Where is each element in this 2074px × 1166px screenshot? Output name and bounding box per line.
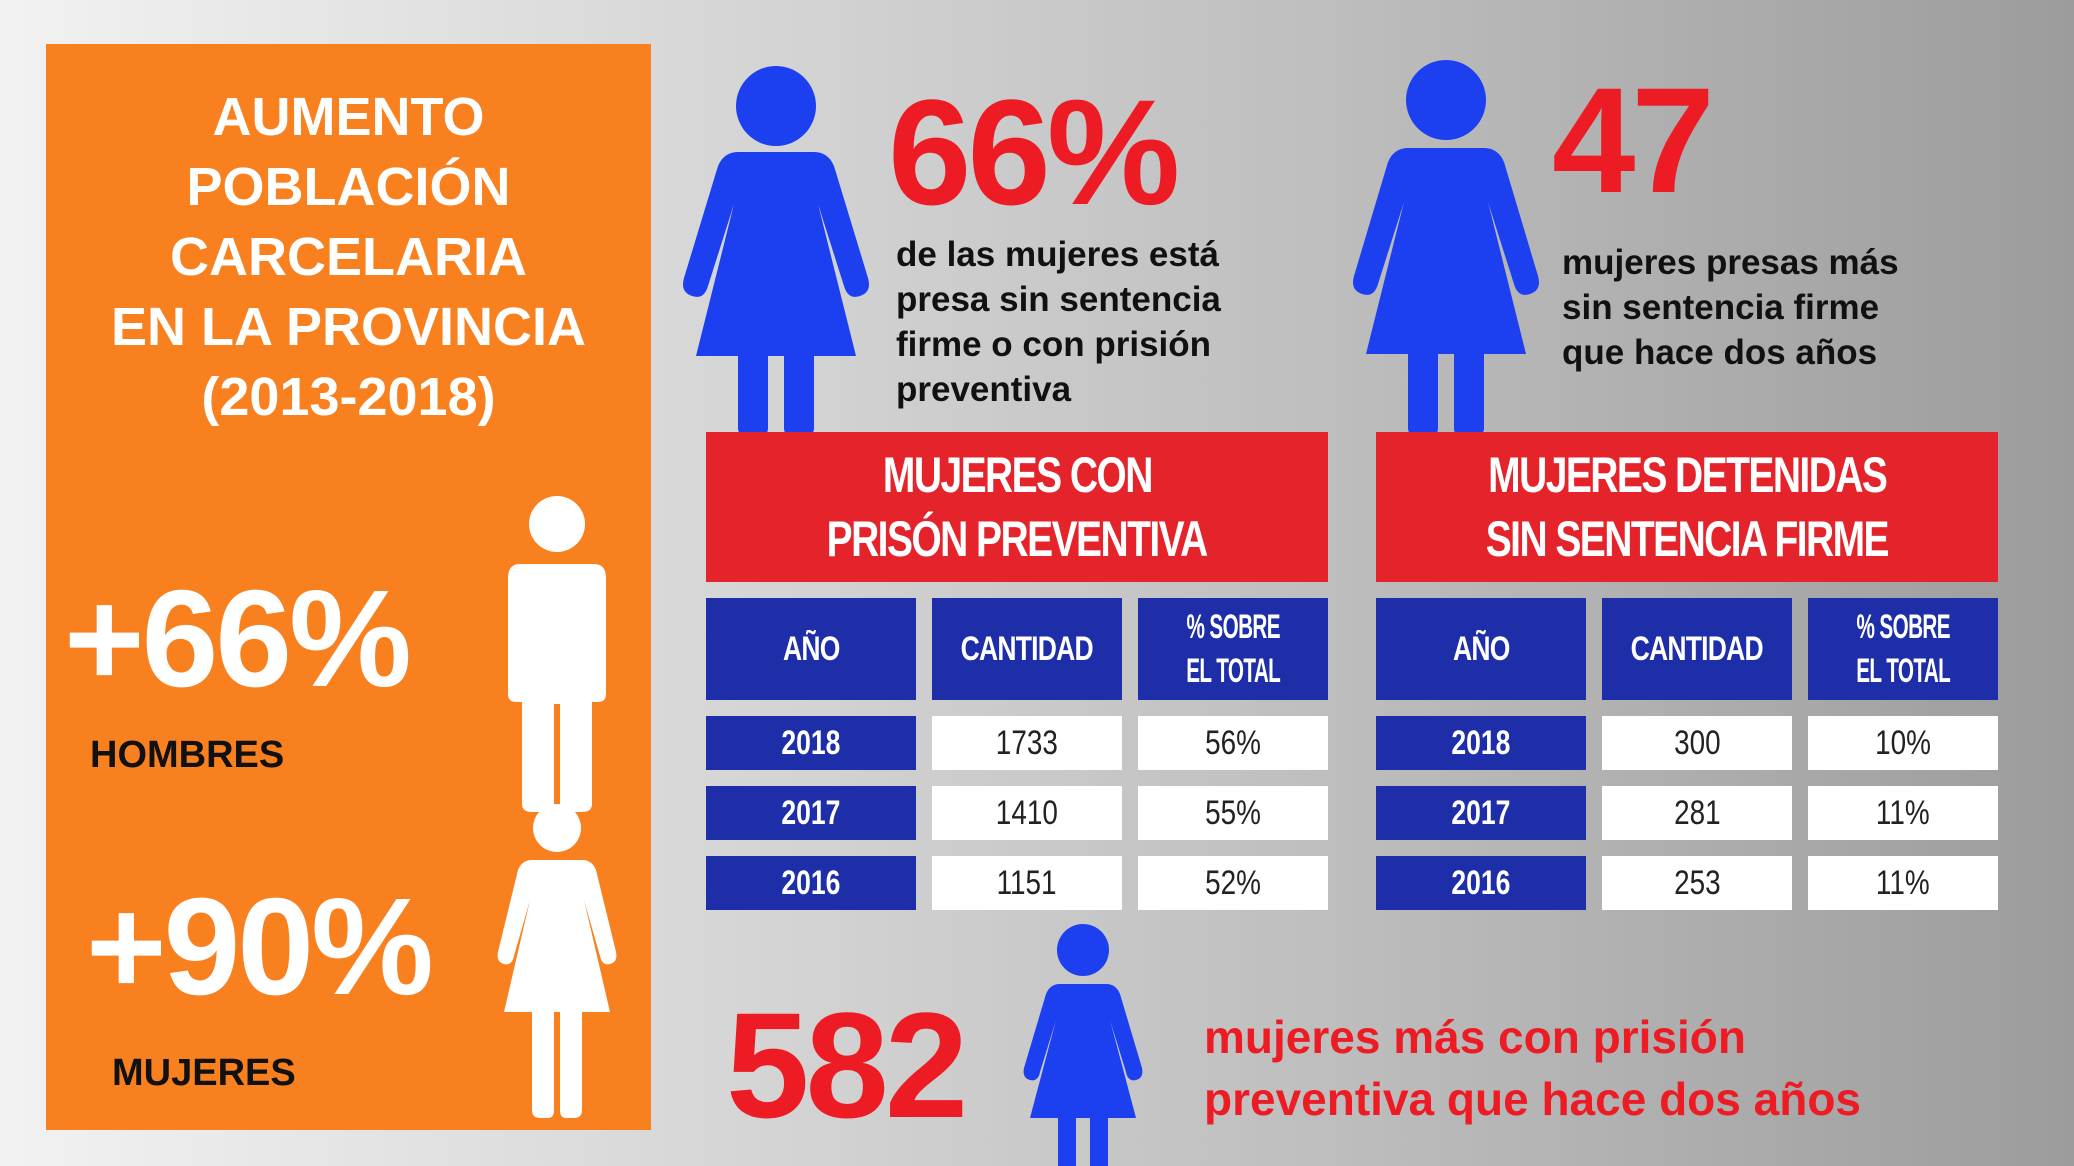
header-label: CANTIDAD [960, 630, 1094, 668]
table-row: 2016 1151 52% [706, 856, 1328, 910]
table-row: 2017 1410 55% [706, 786, 1328, 840]
stat1-description: de las mujeres está presa sin sentencia … [896, 232, 1296, 412]
table-women-preventive-detention: MUJERES CON PRISÓN PREVENTIVA AÑO CANTID… [706, 432, 1328, 910]
left-title-line: (2013-2018) [201, 367, 496, 427]
woman-icon [1353, 60, 1539, 436]
row-year: 2018 [1376, 716, 1586, 770]
table1-title: MUJERES CON PRISÓN PREVENTIVA [706, 432, 1328, 582]
left-title-line: POBLACIÓN [186, 157, 511, 217]
header-label-line: % SOBRE [1856, 608, 1950, 646]
year-value: 2016 [1451, 863, 1511, 902]
count-value: 1733 [995, 723, 1059, 762]
left-title-line: EN LA PROVINCIA [110, 297, 587, 357]
table1-title-line: PRISÓN PREVENTIVA [826, 511, 1209, 567]
pct-value: 11% [1876, 863, 1930, 902]
left-panel-title: AUMENTO POBLACIÓN CARCELARIA EN LA PROVI… [46, 82, 651, 432]
pct-value: 56% [1205, 723, 1261, 762]
table2-title-line: SIN SENTENCIA FIRME [1485, 511, 1890, 567]
pct-value: 55% [1205, 793, 1261, 832]
row-count: 300 [1602, 716, 1792, 770]
year-value: 2016 [781, 863, 841, 902]
row-pct: 11% [1808, 786, 1998, 840]
table1-title-line: MUJERES CON [882, 447, 1153, 503]
stat2-description: mujeres presas más sin sentencia firme q… [1562, 240, 2012, 375]
stat1-desc-line: firme o con prisión [896, 325, 1212, 364]
count-value: 281 [1673, 793, 1721, 832]
header-label: AÑO [782, 630, 840, 668]
row-pct: 55% [1138, 786, 1328, 840]
row-year: 2017 [1376, 786, 1586, 840]
table1-header-year: AÑO [706, 598, 916, 700]
stat1-desc-line: presa sin sentencia [896, 280, 1221, 319]
stat2-desc-line: mujeres presas más [1562, 243, 1899, 282]
row-pct: 56% [1138, 716, 1328, 770]
table2-header-row: AÑO CANTIDAD % SOBRE EL TOTAL [1376, 598, 1998, 700]
women-increase-value: +90% [86, 870, 434, 1024]
row-count: 1733 [932, 716, 1122, 770]
stat1-desc-line: preventiva [896, 370, 1072, 409]
year-value: 2018 [1451, 723, 1511, 762]
left-panel: AUMENTO POBLACIÓN CARCELARIA EN LA PROVI… [46, 44, 651, 1130]
table2-header-pct: % SOBRE EL TOTAL [1808, 598, 1998, 700]
row-pct: 10% [1808, 716, 1998, 770]
woman-icon [497, 804, 617, 1118]
man-icon [508, 496, 606, 812]
table2-title: MUJERES DETENIDAS SIN SENTENCIA FIRME [1376, 432, 1998, 582]
header-label: CANTIDAD [1630, 630, 1764, 668]
header-label: % SOBRE EL TOTAL [1173, 605, 1293, 693]
table2-header-year: AÑO [1376, 598, 1586, 700]
row-count: 1151 [932, 856, 1122, 910]
stat2-desc-line: sin sentencia firme [1562, 288, 1880, 327]
left-title-line: AUMENTO [212, 87, 485, 147]
table1-header-row: AÑO CANTIDAD % SOBRE EL TOTAL [706, 598, 1328, 700]
row-year: 2016 [706, 856, 916, 910]
table-row: 2016 253 11% [1376, 856, 1998, 910]
women-label: MUJERES [112, 1052, 296, 1094]
year-value: 2018 [781, 723, 841, 762]
stat3-desc-line: preventiva que hace dos años [1204, 1073, 1862, 1125]
table-row: 2018 300 10% [1376, 716, 1998, 770]
year-value: 2017 [1451, 793, 1511, 832]
row-pct: 52% [1138, 856, 1328, 910]
table1-header-count: CANTIDAD [932, 598, 1122, 700]
table2-header-count: CANTIDAD [1602, 598, 1792, 700]
stat1-desc-line: de las mujeres está [896, 235, 1219, 274]
row-year: 2018 [706, 716, 916, 770]
row-count: 281 [1602, 786, 1792, 840]
header-label-line: % SOBRE [1186, 608, 1280, 646]
pct-value: 10% [1875, 723, 1931, 762]
count-value: 1410 [995, 793, 1059, 832]
left-title-line: CARCELARIA [170, 227, 527, 287]
header-label: % SOBRE EL TOTAL [1843, 605, 1963, 693]
stat1-value: 66% [888, 68, 1180, 236]
woman-icon [1023, 924, 1143, 1166]
count-value: 253 [1673, 863, 1721, 902]
row-year: 2016 [1376, 856, 1586, 910]
stat3-value: 582 [726, 981, 968, 1149]
table-women-without-sentence: MUJERES DETENIDAS SIN SENTENCIA FIRME AÑ… [1376, 432, 1998, 910]
stat2-desc-line: que hace dos años [1562, 333, 1878, 372]
count-value: 300 [1673, 723, 1721, 762]
header-label: AÑO [1452, 630, 1510, 668]
table2-title-line: MUJERES DETENIDAS [1487, 447, 1888, 503]
year-value: 2017 [781, 793, 841, 832]
men-label: HOMBRES [90, 734, 285, 776]
row-pct: 11% [1808, 856, 1998, 910]
table-row: 2017 281 11% [1376, 786, 1998, 840]
stat3-description: mujeres más con prisión preventiva que h… [1204, 1006, 2024, 1130]
header-label-line: EL TOTAL [1186, 652, 1281, 690]
row-count: 253 [1602, 856, 1792, 910]
men-increase-value: +66% [64, 562, 412, 716]
pct-value: 52% [1205, 863, 1261, 902]
row-year: 2017 [706, 786, 916, 840]
stat2-value: 47 [1552, 56, 1715, 224]
row-count: 1410 [932, 786, 1122, 840]
pct-value: 11% [1876, 793, 1930, 832]
table-row: 2018 1733 56% [706, 716, 1328, 770]
woman-icon [683, 66, 869, 436]
table1-header-pct: % SOBRE EL TOTAL [1138, 598, 1328, 700]
header-label-line: EL TOTAL [1856, 652, 1951, 690]
count-value: 1151 [997, 863, 1057, 902]
stat3-desc-line: mujeres más con prisión [1204, 1011, 1746, 1063]
